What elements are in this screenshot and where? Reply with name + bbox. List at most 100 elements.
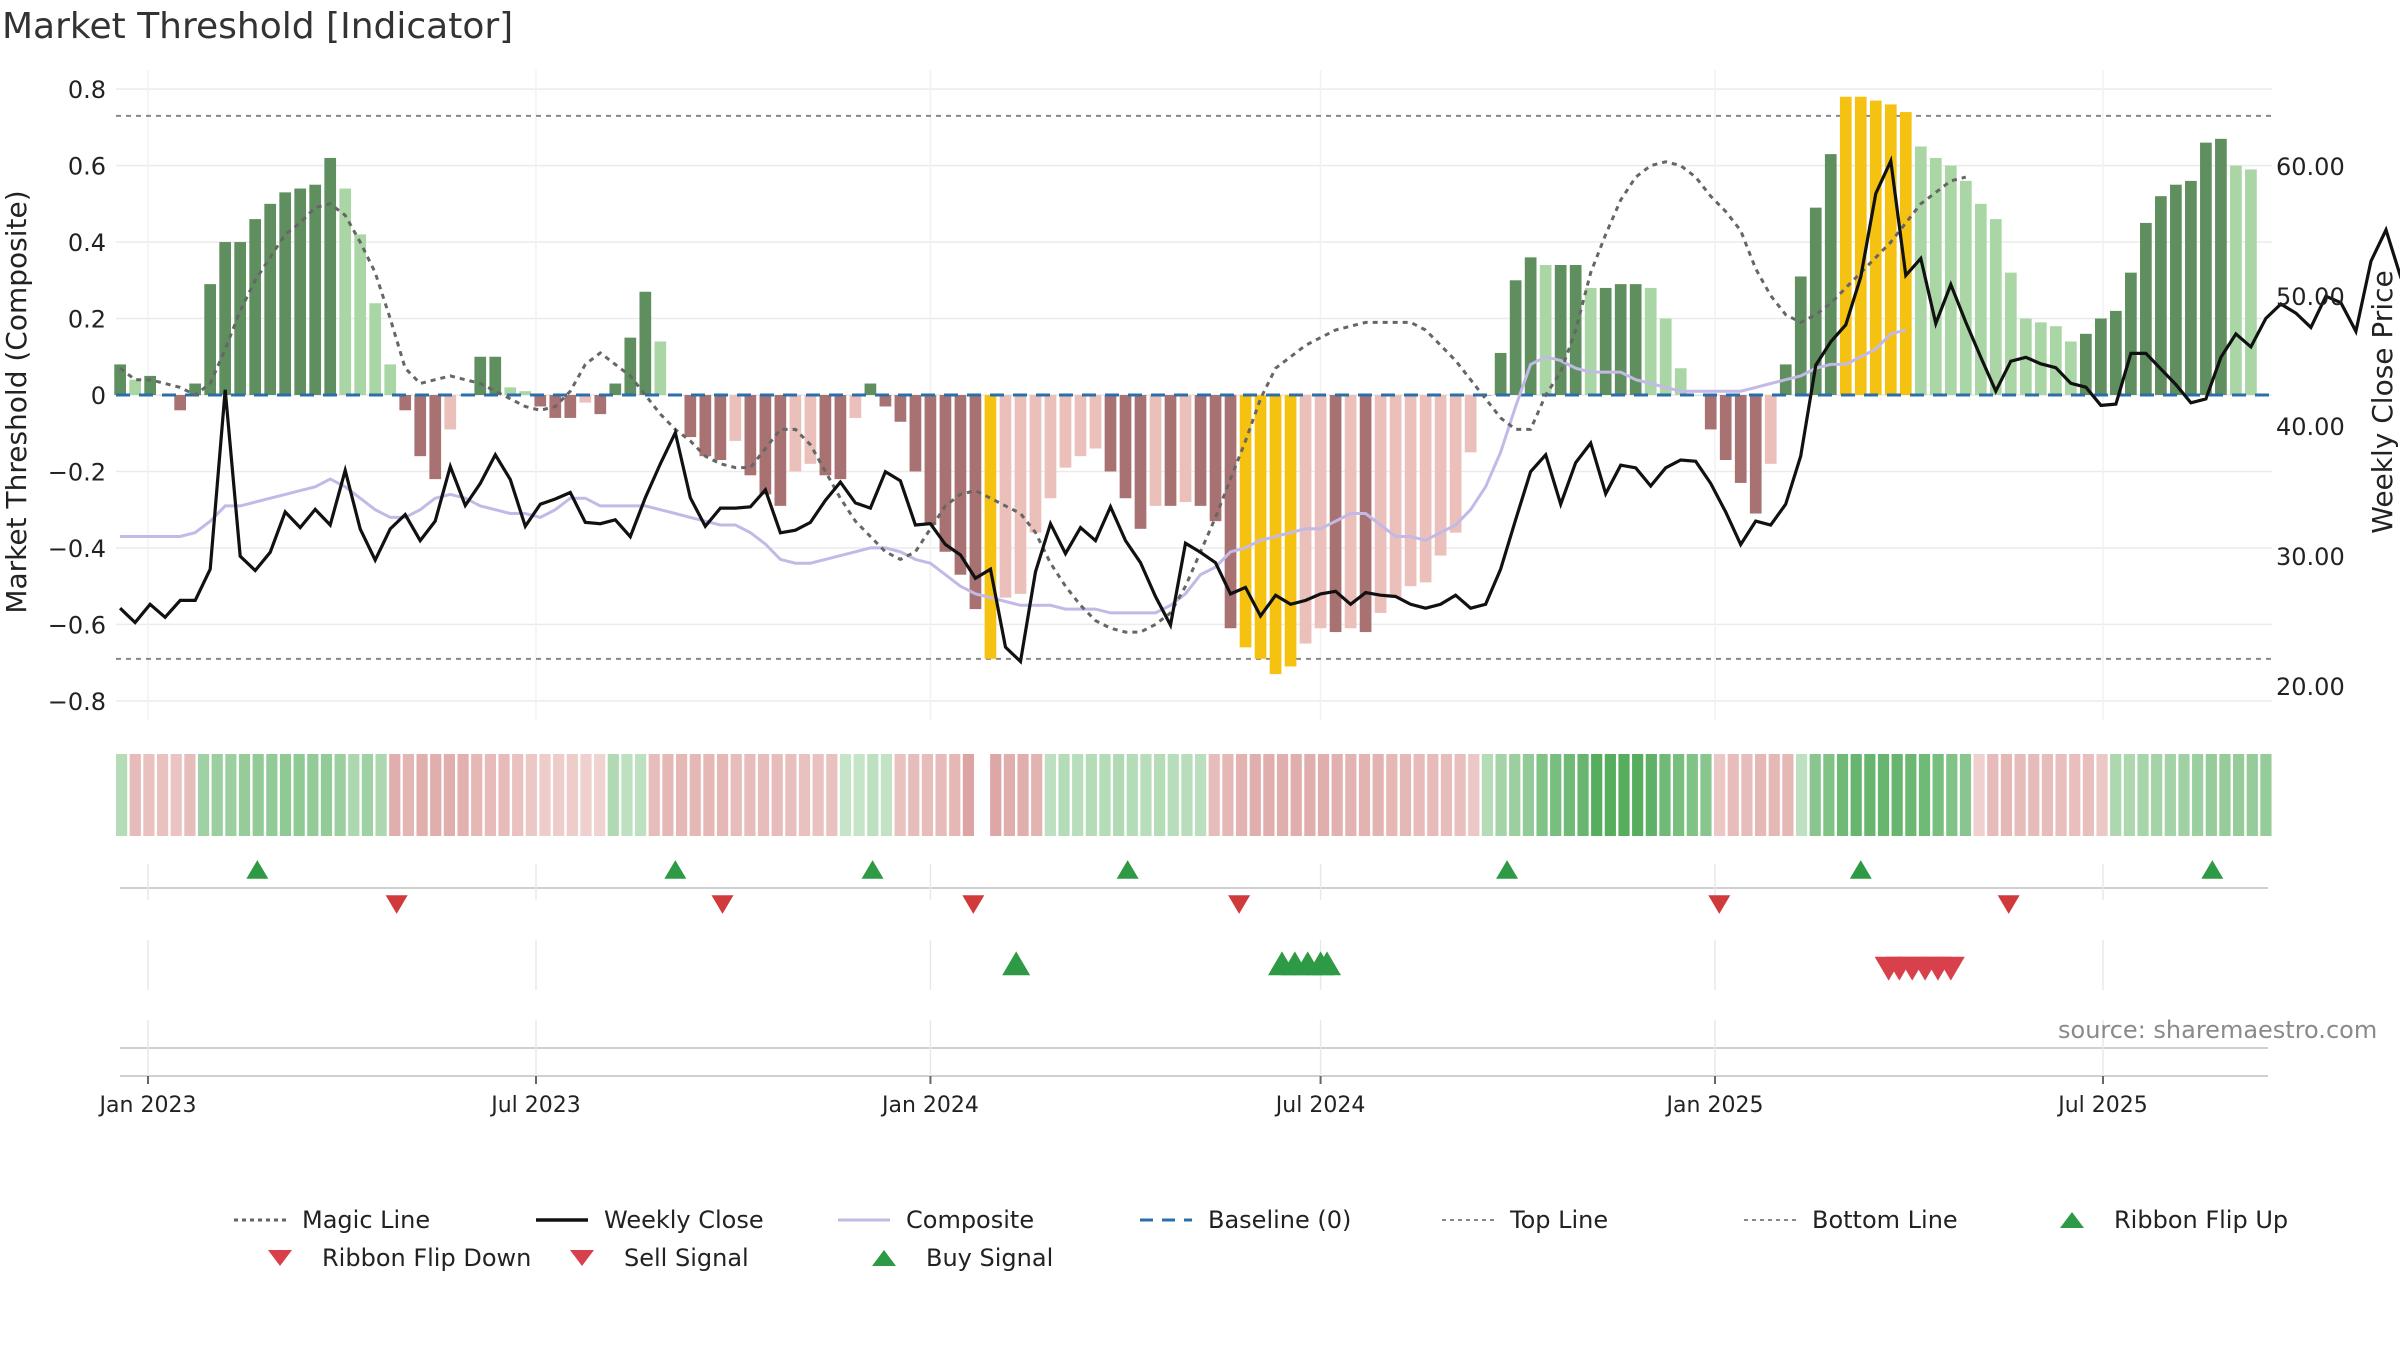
legend-item: Ribbon Flip Up	[2044, 1206, 2288, 1234]
ribbon-cell	[1345, 754, 1357, 836]
ribbon-cell	[1399, 754, 1412, 836]
ribbon-cell	[839, 754, 852, 836]
ribbon-cell	[361, 754, 374, 836]
ribbon-cell	[1645, 754, 1657, 836]
ribbon-cell	[211, 754, 223, 836]
ribbon-cell	[1959, 754, 1972, 836]
ribbon-cell	[1167, 754, 1179, 836]
composite-bar	[834, 395, 847, 480]
ribbon-cell	[908, 754, 920, 836]
y-tick-label: −0.4	[48, 535, 106, 563]
ribbon-cell	[1795, 754, 1808, 836]
y2-tick-label: 50.00	[2276, 283, 2345, 311]
composite-bar	[2064, 341, 2077, 395]
composite-bar	[2095, 318, 2107, 395]
ribbon-cell	[675, 754, 688, 836]
composite-bar	[1209, 395, 1222, 522]
x-tick-label: Jan 2025	[1665, 1093, 1764, 1118]
ribbon-cell	[594, 754, 606, 836]
ribbon-cell	[949, 754, 961, 836]
ribbon-cell	[334, 754, 346, 836]
y-tick-label: −0.6	[48, 611, 106, 639]
composite-bar	[1809, 207, 1822, 395]
ribbon-cell	[2096, 754, 2108, 836]
ribbon-cell	[1618, 754, 1630, 836]
composite-bar	[1329, 395, 1342, 633]
ribbon-cell	[2069, 754, 2081, 836]
ribbon-flip-down-marker	[711, 895, 734, 914]
ribbon-cell	[730, 754, 742, 836]
magic-line	[119, 160, 1967, 634]
composite-bar	[744, 395, 757, 476]
ribbon-cell	[553, 754, 565, 836]
composite-bar	[1764, 395, 1777, 464]
composite-bar	[579, 395, 592, 403]
ribbon-cell	[375, 754, 387, 836]
composite-bar	[204, 284, 217, 395]
ribbon-flip-down-marker	[962, 895, 985, 914]
composite-bar	[1164, 395, 1177, 506]
ribbon-cell	[1072, 754, 1084, 836]
composite-bar	[1869, 100, 1882, 396]
ribbon-cell	[689, 754, 701, 836]
ribbon-cell	[2178, 754, 2190, 836]
composite-bar	[1584, 287, 1597, 395]
composite-bar	[849, 395, 862, 418]
legend-label: Sell Signal	[624, 1244, 749, 1272]
legend-item: Buy Signal	[856, 1244, 1053, 1272]
composite-bar	[219, 242, 232, 395]
ribbon-cell	[1632, 754, 1644, 836]
composite-bar	[2140, 222, 2152, 395]
composite-bar	[1029, 395, 1042, 533]
legend-label: Composite	[906, 1206, 1035, 1234]
composite-bar	[2155, 196, 2167, 395]
ribbon-cell	[935, 754, 947, 836]
ribbon-cell	[1044, 754, 1056, 836]
ribbon-cell	[2082, 754, 2094, 836]
composite-bar	[2215, 138, 2227, 395]
y-tick-label: 0	[91, 382, 106, 410]
y-tick-label: 0.2	[68, 306, 106, 334]
composite-bar	[624, 337, 637, 395]
sell-signal-marker	[1936, 956, 1965, 981]
composite-bar	[1239, 395, 1252, 648]
composite-bar	[2185, 180, 2197, 395]
composite-bar	[654, 341, 667, 395]
ribbon-cell	[170, 754, 182, 836]
ribbon-cell	[225, 754, 237, 836]
ribbon-cell	[1686, 754, 1698, 836]
composite-bar	[1089, 395, 1102, 449]
ribbon-cell	[293, 754, 305, 836]
legend-item: Weekly Close	[534, 1206, 764, 1234]
composite-bar	[2245, 169, 2257, 395]
ribbon-cell	[1386, 754, 1398, 836]
ribbon-cell	[320, 754, 333, 836]
legend-item: Magic Line	[232, 1206, 430, 1234]
ribbon-cell	[785, 754, 797, 836]
ribbon-cell	[1085, 754, 1097, 836]
buy-signal-marker	[1313, 951, 1342, 976]
composite-bar	[1839, 96, 1852, 395]
ribbon-cell	[1809, 754, 1821, 836]
ribbon-cell	[1276, 754, 1289, 836]
ribbon-cell	[621, 754, 633, 836]
composite-bar	[384, 364, 397, 395]
legend-swatch	[838, 1218, 890, 1222]
ribbon-cell	[348, 754, 360, 836]
composite-bar	[1389, 395, 1402, 598]
composite-bar	[2079, 333, 2092, 395]
ribbon-cell	[1440, 754, 1453, 836]
composite-bar	[1794, 276, 1807, 395]
composite-bar	[1149, 395, 1162, 506]
ribbon-cell	[1126, 754, 1138, 836]
ribbon-cell	[1195, 754, 1207, 836]
ribbon-cell	[744, 754, 756, 836]
composite-bar	[1704, 395, 1717, 430]
legend-swatch	[1140, 1218, 1192, 1222]
ribbon-cell	[1140, 754, 1152, 836]
x-tick-label: Jul 2024	[1274, 1093, 1366, 1118]
legend-label: Baseline (0)	[1208, 1206, 1352, 1234]
ribbon-flip-up-marker	[664, 860, 687, 879]
ribbon-cell	[880, 754, 893, 836]
composite-bar	[909, 395, 922, 472]
